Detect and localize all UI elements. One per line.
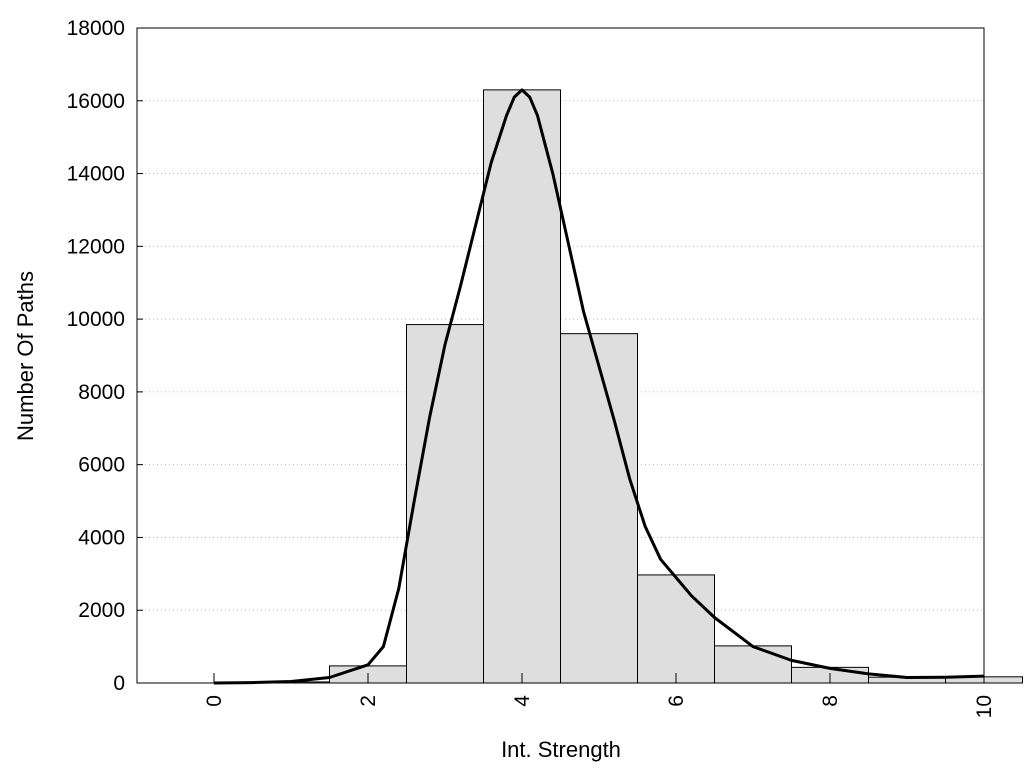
histogram-bar [483,89,561,684]
y-tick-label: 12000 [67,235,125,258]
y-tick-label: 6000 [78,454,125,477]
x-tick-label: 8 [819,695,842,707]
x-tick-label: 2 [357,695,380,707]
y-axis-title: Number Of Paths [13,271,38,441]
histogram-bar [637,574,715,684]
x-tick-label: 6 [665,695,688,707]
y-axis-ticks: 0 2000 4000 6000 8000 10000 12000 14000 16000 180… [67,17,143,695]
y-tick-label: 10000 [67,308,125,331]
y-tick-label: 18000 [67,17,125,40]
y-tick-label: 2000 [78,599,125,622]
fit-curve [213,88,985,685]
y-tick-label: 8000 [78,381,125,404]
histogram-bar [714,645,792,684]
fit-curve-layer [213,88,985,685]
y-tick-label: 4000 [78,526,125,549]
plot-frame [136,27,985,684]
x-axis-title: Int. Strength [501,737,621,762]
x-tick-label: 4 [511,695,534,707]
x-tick-label: 0 [203,695,226,707]
y-tick-label: 0 [113,672,125,695]
y-tick-label: 16000 [67,90,125,113]
x-axis-ticks: 0 2 4 6 8 10 [203,673,996,718]
histogram-bar [560,333,638,684]
y-tick-label: 14000 [67,163,125,186]
histogram-bar [406,324,484,684]
x-tick-label: 10 [973,695,996,718]
bar-series [252,89,1023,684]
